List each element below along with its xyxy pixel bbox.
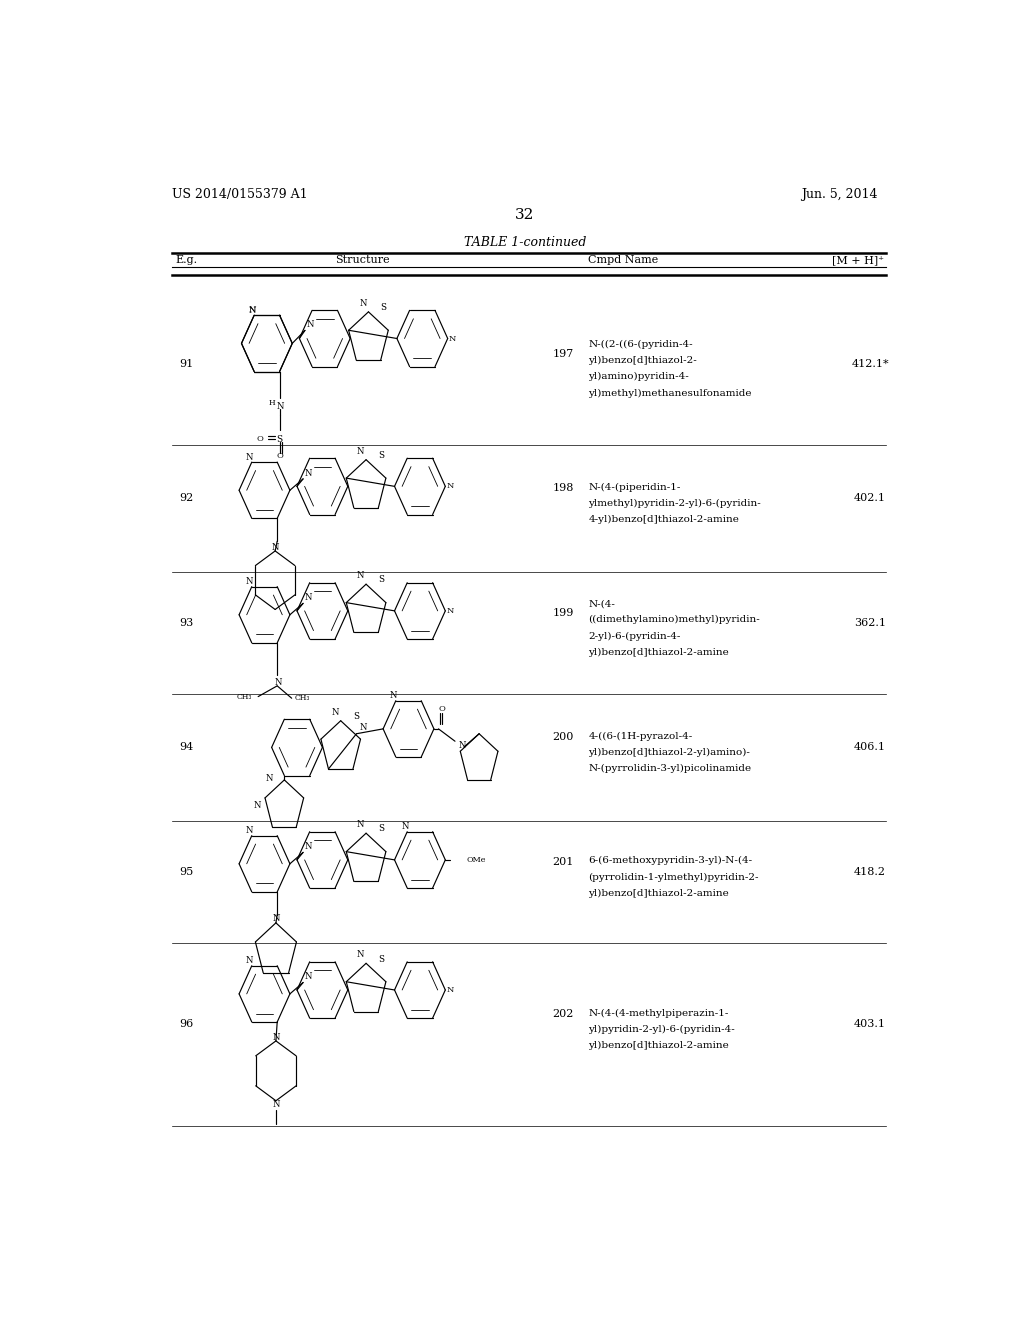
Text: (pyrrolidin-1-ylmethyl)pyridin-2-: (pyrrolidin-1-ylmethyl)pyridin-2- (588, 873, 759, 882)
Text: Structure: Structure (335, 255, 389, 265)
Text: 201: 201 (553, 857, 573, 867)
Text: N: N (305, 972, 312, 981)
Text: N: N (265, 774, 272, 783)
Text: 4-yl)benzo[d]thiazol-2-amine: 4-yl)benzo[d]thiazol-2-amine (588, 515, 739, 524)
Text: N: N (274, 678, 283, 688)
Text: N: N (356, 572, 365, 581)
Text: N: N (246, 453, 253, 462)
Text: N: N (246, 577, 253, 586)
Text: [M + H]⁺: [M + H]⁺ (833, 255, 884, 265)
Text: Jun. 5, 2014: Jun. 5, 2014 (802, 189, 878, 202)
Text: N-(4-(piperidin-1-: N-(4-(piperidin-1- (588, 483, 681, 492)
Text: E.g.: E.g. (176, 255, 198, 265)
Text: 199: 199 (553, 607, 573, 618)
Text: S: S (276, 434, 283, 444)
Text: N: N (272, 915, 280, 923)
Text: O: O (257, 436, 263, 444)
Text: N: N (449, 334, 456, 342)
Text: N: N (272, 1032, 280, 1041)
Text: 94: 94 (179, 742, 194, 752)
Text: 418.2: 418.2 (854, 867, 886, 876)
Text: yl)benzo[d]thiazol-2-amine: yl)benzo[d]thiazol-2-amine (588, 1041, 729, 1051)
Text: N: N (390, 692, 397, 700)
Text: 32: 32 (515, 209, 535, 222)
Text: CH₃: CH₃ (237, 693, 252, 701)
Text: O: O (276, 453, 283, 461)
Text: N: N (356, 950, 365, 960)
Text: 402.1: 402.1 (854, 494, 886, 503)
Text: H: H (268, 400, 275, 408)
Text: 91: 91 (179, 359, 194, 368)
Text: O: O (438, 705, 445, 713)
Text: N: N (401, 822, 409, 832)
Text: N: N (459, 741, 466, 750)
Text: 6-(6-methoxypyridin-3-yl)-N-(4-: 6-(6-methoxypyridin-3-yl)-N-(4- (588, 857, 753, 866)
Text: N: N (248, 306, 256, 314)
Text: yl)benzo[d]thiazol-2-amine: yl)benzo[d]thiazol-2-amine (588, 648, 729, 657)
Text: N: N (332, 708, 339, 717)
Text: S: S (378, 954, 384, 964)
Text: S: S (378, 825, 384, 833)
Text: N: N (246, 826, 253, 836)
Text: 2-yl)-6-(pyridin-4-: 2-yl)-6-(pyridin-4- (588, 631, 681, 640)
Text: 197: 197 (553, 348, 573, 359)
Text: 4-((6-(1H-pyrazol-4-: 4-((6-(1H-pyrazol-4- (588, 731, 692, 741)
Text: N: N (446, 607, 454, 615)
Text: 200: 200 (553, 733, 573, 742)
Text: S: S (381, 304, 387, 312)
Text: S: S (378, 576, 384, 585)
Text: N: N (305, 469, 312, 478)
Text: N: N (246, 956, 253, 965)
Text: 93: 93 (179, 618, 194, 628)
Text: US 2014/0155379 A1: US 2014/0155379 A1 (172, 189, 307, 202)
Text: yl)benzo[d]thiazol-2-: yl)benzo[d]thiazol-2- (588, 356, 697, 366)
Text: yl)benzo[d]thiazol-2-amine: yl)benzo[d]thiazol-2-amine (588, 888, 729, 898)
Text: 412.1*: 412.1* (851, 359, 889, 368)
Text: 362.1: 362.1 (854, 618, 886, 628)
Text: N: N (356, 446, 365, 455)
Text: Cmpd Name: Cmpd Name (588, 255, 658, 265)
Text: N: N (446, 482, 454, 490)
Text: S: S (353, 711, 359, 721)
Text: N: N (276, 403, 284, 411)
Text: yl)amino)pyridin-4-: yl)amino)pyridin-4- (588, 372, 689, 381)
Text: TABLE 1-continued: TABLE 1-continued (464, 236, 586, 249)
Text: yl)methyl)methanesulfonamide: yl)methyl)methanesulfonamide (588, 388, 752, 397)
Text: N: N (359, 298, 367, 308)
Text: OMe: OMe (466, 855, 486, 863)
Text: 95: 95 (179, 867, 194, 876)
Text: 96: 96 (179, 1019, 194, 1030)
Text: N-(pyrrolidin-3-yl)picolinamide: N-(pyrrolidin-3-yl)picolinamide (588, 764, 752, 774)
Text: N: N (359, 723, 368, 731)
Text: CH₃: CH₃ (294, 694, 309, 702)
Text: S: S (378, 451, 384, 459)
Text: N-(4-(4-methylpiperazin-1-: N-(4-(4-methylpiperazin-1- (588, 1008, 729, 1018)
Text: N: N (305, 593, 312, 602)
Text: yl)pyridin-2-yl)-6-(pyridin-4-: yl)pyridin-2-yl)-6-(pyridin-4- (588, 1024, 735, 1034)
Text: ((dimethylamino)methyl)pyridin-: ((dimethylamino)methyl)pyridin- (588, 615, 760, 624)
Text: N-(4-: N-(4- (588, 599, 615, 609)
Text: N: N (272, 1100, 280, 1109)
Text: yl)benzo[d]thiazol-2-yl)amino)-: yl)benzo[d]thiazol-2-yl)amino)- (588, 748, 751, 758)
Text: 202: 202 (553, 1010, 573, 1019)
Text: N: N (356, 820, 365, 829)
Text: N: N (271, 543, 279, 552)
Text: N: N (254, 801, 261, 810)
Text: ylmethyl)pyridin-2-yl)-6-(pyridin-: ylmethyl)pyridin-2-yl)-6-(pyridin- (588, 499, 761, 508)
Text: N: N (305, 842, 312, 851)
Text: 198: 198 (553, 483, 573, 494)
Text: 406.1: 406.1 (854, 742, 886, 752)
Text: N-((2-((6-(pyridin-4-: N-((2-((6-(pyridin-4- (588, 339, 693, 348)
Text: N: N (307, 319, 314, 329)
Text: 92: 92 (179, 494, 194, 503)
Text: N: N (248, 306, 256, 314)
Text: 403.1: 403.1 (854, 1019, 886, 1030)
Text: N: N (446, 986, 454, 994)
